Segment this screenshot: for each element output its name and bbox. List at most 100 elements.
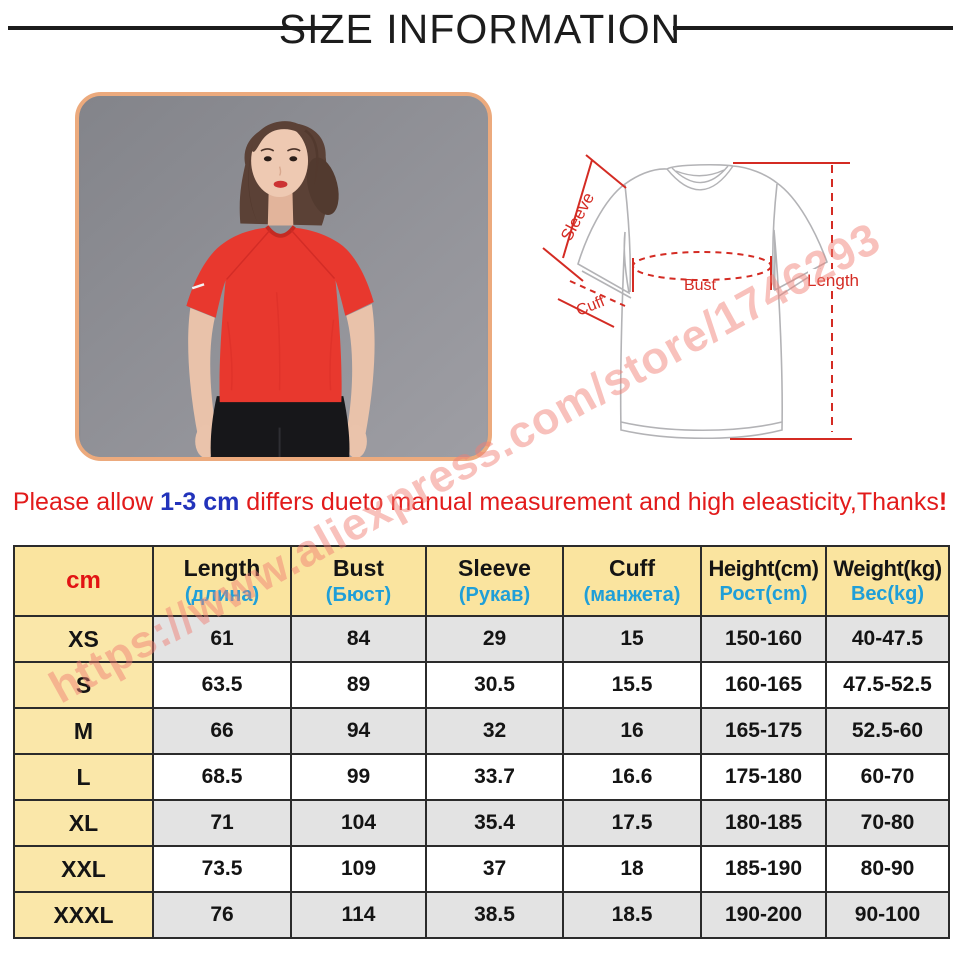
size-label: XS bbox=[13, 615, 154, 663]
col-header-sleeve: Sleeve (Рукав) bbox=[425, 545, 564, 617]
table-row-xs: XS 61 84 29 15 150-160 40-47.5 bbox=[13, 615, 950, 663]
cell-weight: 70-80 bbox=[825, 799, 950, 847]
col-header-weight: Weight(kg) Вес(kg) bbox=[825, 545, 950, 617]
cell-sleeve: 29 bbox=[425, 615, 564, 663]
cell-cuff: 18 bbox=[562, 845, 702, 893]
col-header-cm: cm bbox=[13, 545, 154, 617]
col-header-height: Height(cm) Рост(cm) bbox=[700, 545, 827, 617]
cell-cuff: 17.5 bbox=[562, 799, 702, 847]
cell-cuff: 15.5 bbox=[562, 661, 702, 709]
model-arm-right bbox=[346, 303, 375, 438]
cell-cuff: 15 bbox=[562, 615, 702, 663]
cuff-solid-line bbox=[557, 298, 615, 328]
tshirt-diagram-svg: Sleeve Cuff Bust Length bbox=[542, 154, 859, 440]
size-label: XL bbox=[13, 799, 154, 847]
cell-weight: 40-47.5 bbox=[825, 615, 950, 663]
model-eye-right bbox=[289, 156, 298, 162]
cell-height: 175-180 bbox=[700, 753, 827, 801]
cell-height: 190-200 bbox=[700, 891, 827, 939]
cell-weight: 80-90 bbox=[825, 845, 950, 893]
sleeve-line bbox=[562, 159, 593, 259]
cell-height: 150-160 bbox=[700, 615, 827, 663]
model-illustration bbox=[80, 96, 487, 457]
model-shorts bbox=[210, 396, 350, 457]
cell-length: 63.5 bbox=[152, 661, 292, 709]
cell-sleeve: 30.5 bbox=[425, 661, 564, 709]
tshirt-outline bbox=[577, 163, 828, 440]
size-label: XXXL bbox=[13, 891, 154, 939]
cell-bust: 114 bbox=[290, 891, 427, 939]
note-highlight: 1-3 cm bbox=[160, 488, 240, 516]
cell-length: 73.5 bbox=[152, 845, 292, 893]
cell-weight: 60-70 bbox=[825, 753, 950, 801]
tshirt-collar-lines bbox=[666, 165, 734, 191]
cell-height: 180-185 bbox=[700, 799, 827, 847]
cell-height: 165-175 bbox=[700, 707, 827, 755]
tshirt-sleeve-logo bbox=[191, 283, 205, 290]
cell-bust: 84 bbox=[290, 615, 427, 663]
model-brow-right bbox=[287, 148, 301, 152]
size-label: XXL bbox=[13, 845, 154, 893]
table-row-s: S 63.5 89 30.5 15.5 160-165 47.5-52.5 bbox=[13, 661, 950, 709]
model-face bbox=[251, 124, 309, 198]
model-hair-side bbox=[304, 129, 319, 187]
table-row-m: M 66 94 32 16 165-175 52.5-60 bbox=[13, 707, 950, 755]
cell-weight: 90-100 bbox=[825, 891, 950, 939]
cell-bust: 89 bbox=[290, 661, 427, 709]
sleeve-tick-top bbox=[585, 154, 627, 189]
model-photo bbox=[75, 92, 492, 461]
col-header-bust: Bust (Бюст) bbox=[290, 545, 427, 617]
table-row-xl: XL 71 104 35.4 17.5 180-185 70-80 bbox=[13, 799, 950, 847]
size-label: S bbox=[13, 661, 154, 709]
table-row-l: L 68.5 99 33.7 16.6 175-180 60-70 bbox=[13, 753, 950, 801]
cell-cuff: 16.6 bbox=[562, 753, 702, 801]
col-header-cuff: Cuff (манжета) bbox=[562, 545, 702, 617]
cell-length: 61 bbox=[152, 615, 292, 663]
model-bangs bbox=[251, 121, 310, 152]
cell-sleeve: 32 bbox=[425, 707, 564, 755]
bust-label: Bust bbox=[684, 277, 717, 294]
measurement-lines bbox=[542, 154, 852, 440]
size-table: cm Length (длина) Bust (Бюст) Sleeve (Рукав… bbox=[13, 545, 950, 939]
tshirt-collar bbox=[265, 225, 296, 238]
cell-cuff: 16 bbox=[562, 707, 702, 755]
model-lips bbox=[273, 180, 288, 188]
model-nose bbox=[278, 166, 282, 176]
sleeve-tick-bottom bbox=[542, 247, 584, 282]
cell-length: 76 bbox=[152, 891, 292, 939]
note-exclamation: ! bbox=[938, 488, 948, 516]
cell-length: 66 bbox=[152, 707, 292, 755]
model-arm-left bbox=[188, 307, 217, 438]
table-row-xxl: XXL 73.5 109 37 18 185-190 80-90 bbox=[13, 845, 950, 893]
title-divider-right bbox=[673, 26, 953, 30]
cell-height: 160-165 bbox=[700, 661, 827, 709]
tshirt-folds bbox=[226, 292, 335, 391]
cell-bust: 109 bbox=[290, 845, 427, 893]
cell-sleeve: 37 bbox=[425, 845, 564, 893]
length-label: Length bbox=[807, 271, 859, 290]
size-label: M bbox=[13, 707, 154, 755]
tshirt-diagram: Sleeve Cuff Bust Length bbox=[535, 145, 955, 465]
cell-bust: 94 bbox=[290, 707, 427, 755]
cell-sleeve: 38.5 bbox=[425, 891, 564, 939]
model-hand-right bbox=[345, 424, 367, 457]
header-row: cm Length (длина) Bust (Бюст) Sleeve (Рукав… bbox=[13, 545, 950, 617]
model-brow-left bbox=[260, 148, 275, 152]
cell-sleeve: 35.4 bbox=[425, 799, 564, 847]
note-part2: differs dueto manual measurement and hig… bbox=[239, 488, 939, 516]
page-title: SIZE INFORMATION bbox=[278, 6, 682, 52]
note-part1: Please allow bbox=[12, 488, 161, 516]
size-label: L bbox=[13, 753, 154, 801]
model-eye-left bbox=[263, 156, 272, 162]
cell-weight: 47.5-52.5 bbox=[825, 661, 950, 709]
cell-weight: 52.5-60 bbox=[825, 707, 950, 755]
col-header-length: Length (длина) bbox=[152, 545, 292, 617]
cell-length: 71 bbox=[152, 799, 292, 847]
cell-bust: 99 bbox=[290, 753, 427, 801]
cell-height: 185-190 bbox=[700, 845, 827, 893]
title-divider-left bbox=[8, 26, 332, 30]
cell-cuff: 18.5 bbox=[562, 891, 702, 939]
measurement-note: Please allow 1-3 cm differs dueto manual… bbox=[0, 488, 960, 517]
length-label-bg bbox=[808, 269, 858, 291]
